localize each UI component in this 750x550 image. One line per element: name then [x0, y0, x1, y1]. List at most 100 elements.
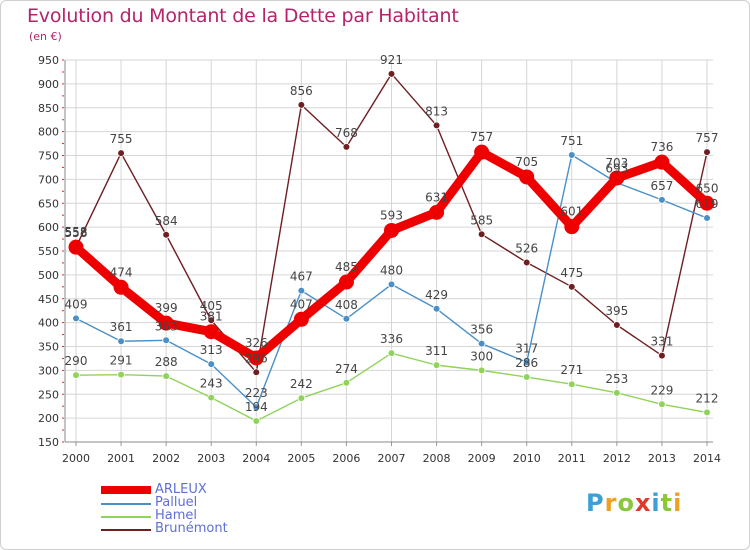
data-label-arleux: 601: [560, 205, 583, 219]
data-point-hamel: [207, 393, 216, 402]
data-label-brunemont: 526: [515, 241, 538, 255]
data-label-hamel: 291: [110, 354, 133, 368]
data-label-arleux: 703: [605, 156, 628, 170]
logo-letter: o: [617, 489, 635, 517]
x-tick-label: 2010: [513, 452, 541, 465]
data-point-arleux: [158, 315, 174, 331]
x-tick-label: 2004: [242, 452, 270, 465]
data-label-arleux: 407: [290, 297, 313, 311]
x-tick-label: 2003: [197, 452, 225, 465]
data-point-hamel: [522, 373, 531, 381]
data-label-brunemont: 921: [380, 53, 403, 67]
y-tick-label: 750: [38, 150, 59, 163]
data-point-arleux: [564, 219, 580, 235]
data-label-hamel: 300: [470, 349, 493, 363]
chart-subtitle: (en €): [29, 30, 62, 43]
data-label-arleux: 650: [696, 181, 719, 195]
data-label-brunemont: 395: [605, 304, 628, 318]
data-label-arleux: 757: [470, 130, 493, 144]
data-point-arleux: [203, 324, 219, 340]
data-label-palluel: 467: [290, 270, 313, 284]
data-label-hamel: 229: [650, 383, 673, 397]
data-point-hamel: [162, 372, 170, 380]
data-point-hamel: [703, 408, 711, 417]
data-point-hamel: [613, 389, 621, 397]
y-tick-label: 800: [38, 126, 59, 139]
data-point-brunemont: [432, 121, 441, 130]
data-label-palluel: 223: [245, 386, 268, 400]
data-label-arleux: 381: [200, 310, 223, 324]
data-label-palluel: 408: [335, 298, 358, 312]
data-label-hamel: 242: [290, 377, 313, 391]
data-point-palluel: [297, 286, 306, 295]
data-label-hamel: 288: [155, 355, 178, 369]
data-label-brunemont: 856: [290, 84, 313, 98]
data-point-palluel: [432, 304, 441, 313]
y-tick-label: 150: [38, 436, 59, 449]
data-label-arleux: 474: [110, 265, 133, 279]
logo-letter: i: [673, 489, 683, 517]
data-label-hamel: 286: [515, 356, 538, 370]
data-label-hamel: 290: [65, 354, 88, 368]
data-label-palluel: 409: [65, 297, 88, 311]
legend-swatch-hamel: [101, 516, 151, 518]
data-point-hamel: [252, 417, 261, 425]
y-tick-label: 650: [38, 197, 59, 210]
y-tick-label: 500: [38, 269, 59, 282]
legend-label-brunemont: Brunémont: [155, 521, 228, 536]
data-label-hamel: 243: [200, 377, 223, 391]
data-label-hamel: 311: [425, 344, 448, 358]
data-label-palluel: 693: [605, 162, 628, 176]
x-tick-label: 2011: [558, 452, 586, 465]
data-point-palluel: [387, 280, 396, 289]
x-tick-label: 2007: [378, 452, 406, 465]
data-point-palluel: [477, 339, 486, 348]
data-label-hamel: 212: [696, 391, 719, 405]
data-point-hamel: [387, 349, 396, 357]
data-point-brunemont: [522, 258, 531, 267]
x-tick-label: 2008: [423, 452, 451, 465]
data-point-brunemont: [567, 283, 576, 291]
data-label-brunemont: 405: [200, 299, 223, 313]
data-label-brunemont: 296: [245, 351, 268, 365]
data-point-hamel: [477, 366, 486, 375]
data-label-arleux: 558: [65, 225, 88, 239]
x-tick-label: 2013: [648, 452, 676, 465]
data-point-arleux: [293, 311, 309, 327]
logo-letter: r: [604, 489, 618, 517]
y-tick-label: 850: [38, 102, 59, 115]
data-point-brunemont: [162, 230, 170, 239]
data-label-hamel: 336: [380, 332, 403, 346]
data-point-brunemont: [387, 70, 396, 78]
chart-title: Evolution du Montant de la Dette par Hab…: [27, 5, 459, 27]
data-point-arleux: [429, 204, 445, 220]
data-point-arleux: [338, 274, 354, 290]
data-point-brunemont: [207, 316, 216, 325]
data-point-brunemont: [477, 230, 486, 239]
data-label-arleux: 705: [515, 155, 538, 169]
data-point-brunemont: [703, 148, 711, 156]
y-tick-label: 450: [38, 293, 59, 306]
data-point-arleux: [609, 170, 625, 186]
data-label-palluel: 429: [425, 288, 448, 302]
data-point-hamel: [658, 400, 666, 409]
data-point-arleux: [699, 195, 715, 211]
data-label-palluel: 480: [380, 263, 403, 277]
x-tick-label: 2009: [468, 452, 496, 465]
data-point-arleux: [654, 154, 670, 170]
y-tick-label: 200: [38, 412, 59, 425]
data-point-brunemont: [297, 101, 306, 109]
data-point-hamel: [342, 378, 351, 387]
y-tick-label: 900: [38, 78, 59, 91]
data-label-palluel: 657: [650, 179, 673, 193]
x-tick-label: 2000: [62, 452, 90, 465]
data-label-hamel: 274: [335, 362, 358, 376]
data-label-brunemont: 558: [65, 226, 88, 240]
data-label-hamel: 194: [245, 400, 268, 414]
data-point-hamel: [567, 380, 576, 389]
data-point-palluel: [207, 360, 216, 368]
data-label-brunemont: 757: [696, 131, 719, 145]
legend-label-hamel: Hamel: [155, 508, 198, 523]
